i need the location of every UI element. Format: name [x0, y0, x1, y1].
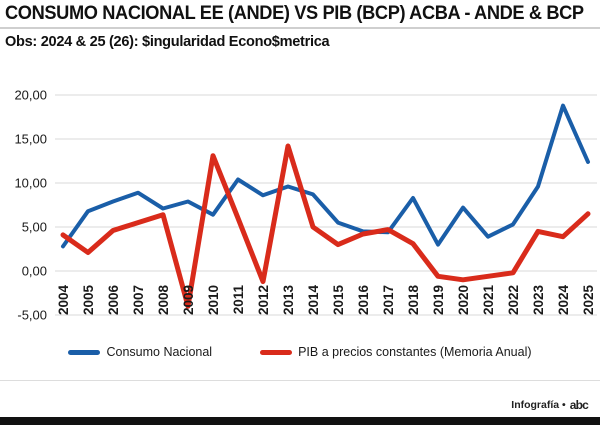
legend-label-pib: PIB a precios constantes (Memoria Anual) [298, 345, 532, 359]
red-line-swatch [260, 349, 293, 355]
svg-text:2021: 2021 [481, 285, 496, 316]
legend-label-consumo: Consumo Nacional [106, 345, 213, 359]
svg-text:20,00: 20,00 [14, 88, 47, 103]
footer-credit: Infografía • abc [511, 398, 589, 412]
legend-item-consumo: Consumo Nacional [68, 345, 212, 359]
bottom-black-bar [0, 417, 600, 425]
svg-text:2023: 2023 [531, 285, 546, 316]
svg-text:10,00: 10,00 [14, 176, 47, 191]
svg-text:2017: 2017 [381, 285, 396, 315]
svg-text:2014: 2014 [306, 285, 321, 316]
title-divider [0, 27, 600, 29]
infografia-label: Infografía • [511, 399, 566, 411]
svg-text:2016: 2016 [356, 285, 371, 316]
svg-text:0,00: 0,00 [22, 264, 47, 279]
svg-text:2008: 2008 [156, 285, 171, 316]
chart-legend: Consumo Nacional PIB a precios constante… [0, 341, 600, 363]
svg-text:2022: 2022 [506, 285, 521, 315]
svg-text:-5,00: -5,00 [17, 308, 47, 323]
svg-text:2025: 2025 [581, 285, 596, 316]
chart-svg: 20,00 15,00 10,00 5,00 0,00 -5,00 2004 2005 2006… [14, 88, 597, 323]
blue-line-swatch [68, 349, 101, 355]
svg-text:2009: 2009 [181, 285, 196, 315]
svg-text:2011: 2011 [231, 285, 246, 315]
svg-text:15,00: 15,00 [14, 132, 47, 147]
svg-text:2013: 2013 [281, 285, 296, 316]
svg-text:2006: 2006 [106, 285, 121, 316]
svg-text:5,00: 5,00 [22, 220, 47, 235]
svg-text:2010: 2010 [206, 285, 221, 315]
svg-text:2012: 2012 [256, 285, 271, 315]
svg-text:2018: 2018 [406, 285, 421, 316]
svg-text:2019: 2019 [431, 285, 446, 315]
svg-text:2020: 2020 [456, 285, 471, 315]
svg-text:2007: 2007 [131, 285, 146, 315]
svg-text:2024: 2024 [556, 285, 571, 316]
svg-text:2004: 2004 [56, 285, 71, 316]
line-chart: 20,00 15,00 10,00 5,00 0,00 -5,00 2004 2005 2006… [0, 85, 600, 335]
chart-subtitle: Obs: 2024 & 25 (26): $ingularidad Econo$… [5, 33, 330, 50]
svg-text:2005: 2005 [81, 285, 96, 316]
legend-item-pib: PIB a precios constantes (Memoria Anual) [260, 345, 532, 359]
footer-divider [0, 380, 600, 381]
abc-logo: abc [569, 398, 589, 412]
page-title: CONSUMO NACIONAL EE (ANDE) VS PIB (BCP) … [5, 3, 584, 24]
svg-text:2015: 2015 [331, 285, 346, 316]
